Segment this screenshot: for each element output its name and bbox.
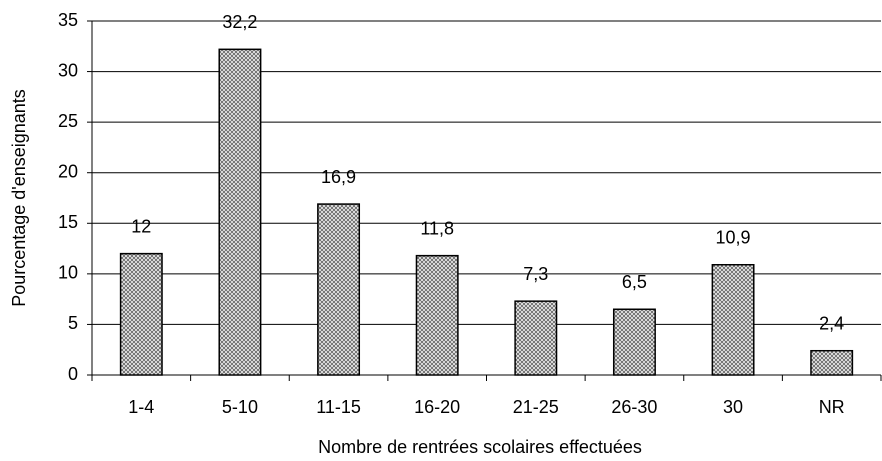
x-tick-label: 5-10 <box>222 397 258 417</box>
data-label: 2,4 <box>819 313 844 333</box>
bar <box>119 252 163 376</box>
bar <box>810 349 854 376</box>
y-tick-label: 20 <box>58 161 78 181</box>
y-tick-label: 15 <box>58 212 78 232</box>
bar <box>711 264 755 376</box>
data-label: 10,9 <box>716 228 751 248</box>
y-tick-label: 0 <box>68 364 78 384</box>
y-tick-label: 35 <box>58 10 78 30</box>
bar <box>415 254 459 376</box>
y-tick-label: 5 <box>68 313 78 333</box>
data-label: 16,9 <box>321 167 356 187</box>
data-label: 11,8 <box>420 218 454 238</box>
y-tick-label: 10 <box>58 263 78 283</box>
x-tick-label: 26-30 <box>611 397 657 417</box>
x-tick-label: 1-4 <box>128 397 154 417</box>
x-tick-label: NR <box>819 397 845 417</box>
y-tick-label: 25 <box>58 111 78 131</box>
data-label: 32,2 <box>222 12 257 32</box>
bar <box>612 308 656 376</box>
y-tick-label: 30 <box>58 60 78 80</box>
x-tick-label: 16-20 <box>414 397 460 417</box>
data-label: 12 <box>131 216 151 236</box>
y-axis-label: Pourcentage d'enseignants <box>9 89 29 307</box>
data-label: 6,5 <box>622 272 647 292</box>
x-tick-label: 21-25 <box>513 397 559 417</box>
x-tick-label: 11-15 <box>316 397 361 417</box>
bar <box>317 203 361 376</box>
bar <box>514 300 558 376</box>
x-tick-label: 30 <box>723 397 743 417</box>
bar <box>218 48 262 376</box>
x-axis-label: Nombre de rentrées scolaires effectuées <box>318 437 642 457</box>
data-label: 7,3 <box>523 264 548 284</box>
